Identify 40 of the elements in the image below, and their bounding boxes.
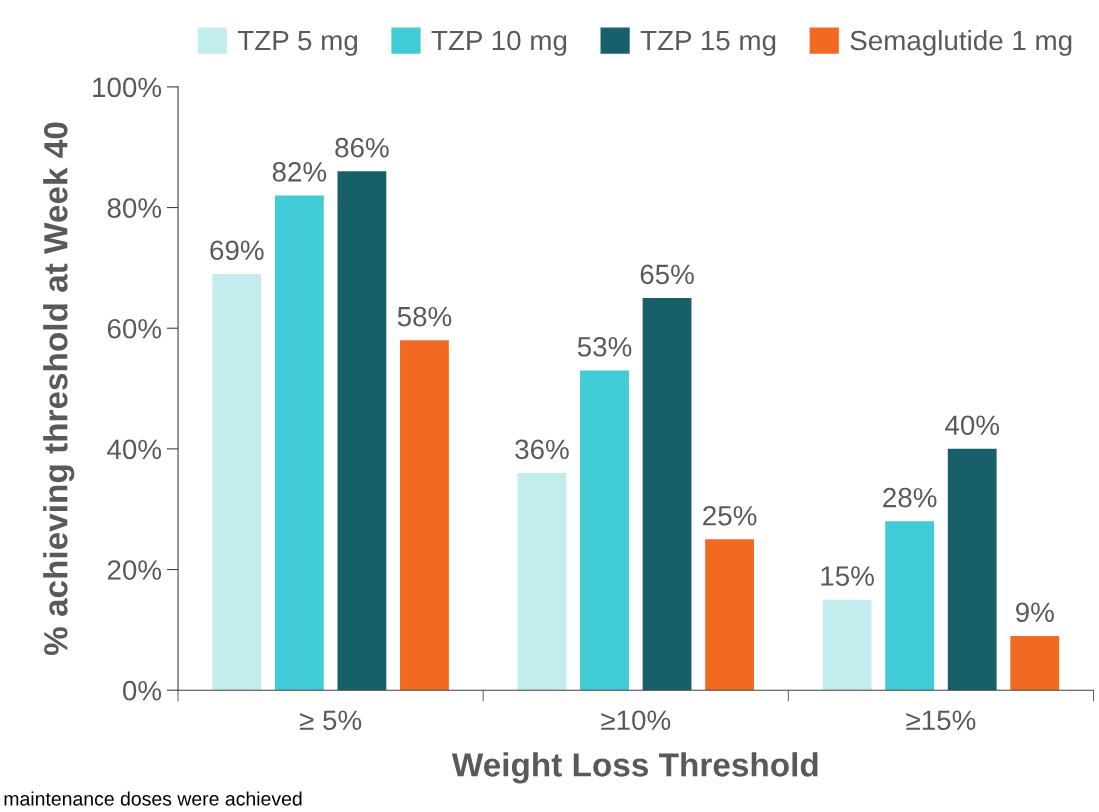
bar (400, 340, 449, 691)
data-label: 69% (210, 240, 264, 261)
bar (274, 195, 324, 691)
data-label: 82% (272, 161, 327, 182)
x-tick-label: ≥15% (906, 710, 976, 731)
x-tick-label: ≥10% (601, 710, 671, 731)
x-tick-label: ≥ 5% (299, 710, 362, 731)
data-label: 28% (883, 487, 937, 508)
bar (517, 473, 567, 691)
bar (705, 539, 755, 691)
bar (642, 298, 692, 691)
bar (1010, 635, 1060, 691)
y-axis-title: % achieving threshold at Week 40 (43, 122, 75, 656)
bar (580, 370, 629, 691)
y-tick-label: 60% (107, 318, 162, 339)
bar (947, 448, 997, 691)
bar (885, 521, 935, 691)
text: maintenance doses were achieved (4, 791, 302, 806)
legend-label: TZP 5 mg (237, 30, 357, 56)
y-tick-label: 20% (107, 560, 162, 580)
legend-label: TZP 15 mg (640, 30, 776, 56)
bar (337, 171, 387, 691)
data-label: 58% (397, 306, 452, 327)
data-label: 15% (821, 566, 874, 586)
y-tick-label: 0% (123, 680, 162, 701)
data-label: 65% (640, 264, 694, 285)
data-label: 36% (515, 439, 569, 460)
bar (822, 599, 872, 691)
data-label: 25% (703, 505, 757, 526)
y-tick-label: 80% (107, 198, 162, 218)
legend-label: Semaglutide 1 mg (850, 29, 1072, 56)
data-label: 9% (1015, 602, 1054, 623)
data-label: 86% (335, 137, 389, 158)
legend-label: TZP 10 mg (431, 30, 567, 56)
data-label: 53% (577, 336, 632, 357)
x-axis-title: Weight Loss Threshold (451, 752, 818, 784)
y-tick-label: 40% (107, 439, 162, 460)
y-tick-label: 100% (93, 77, 162, 98)
bar (212, 273, 262, 691)
data-label: 40% (945, 415, 1000, 436)
